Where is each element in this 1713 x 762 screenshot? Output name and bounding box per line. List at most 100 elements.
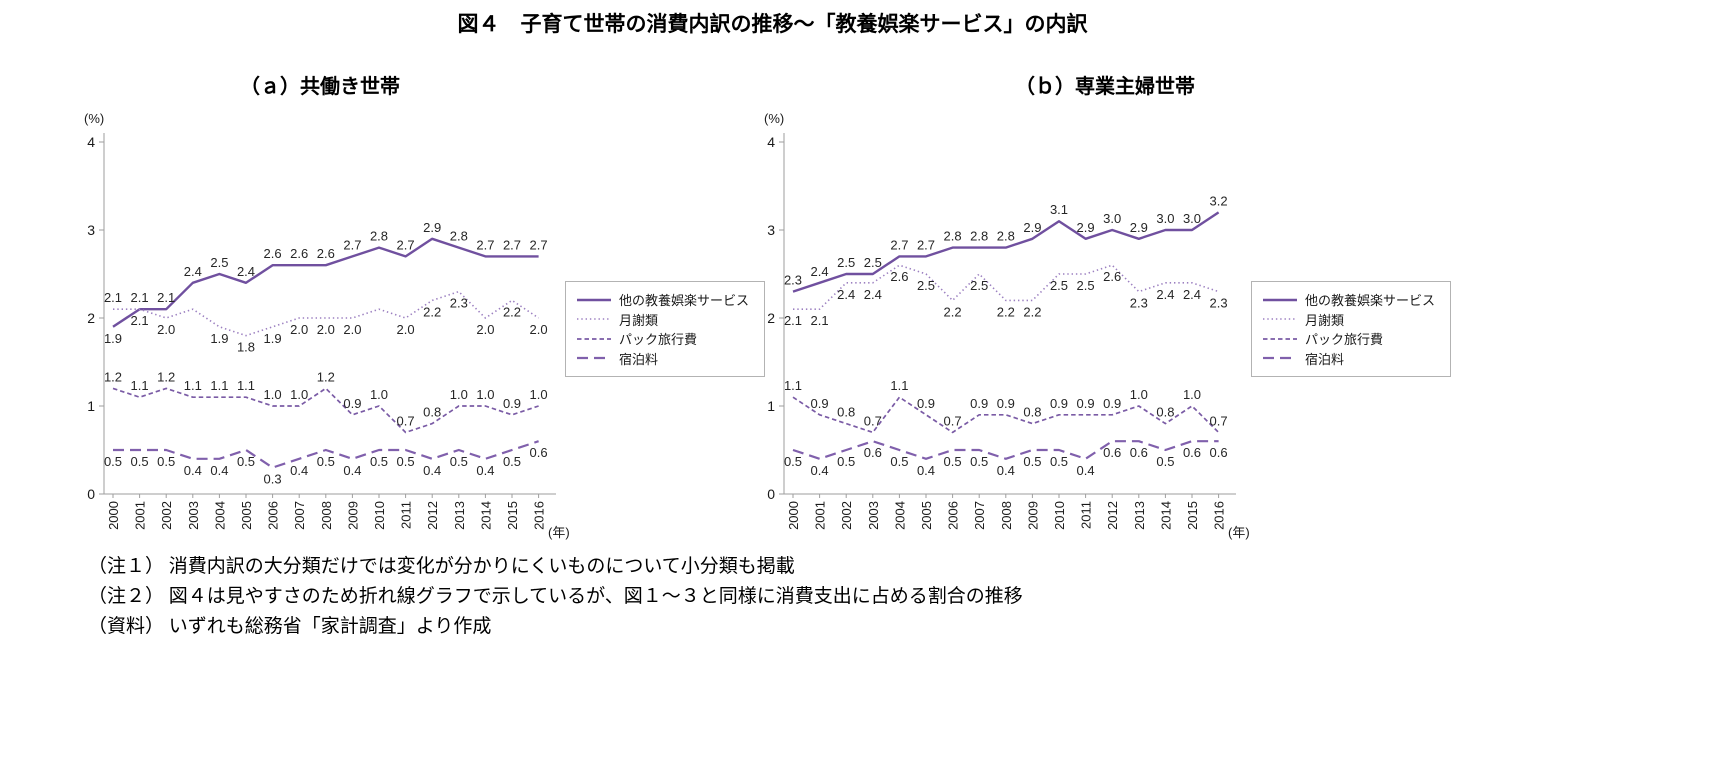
data-label: 2.1 (784, 313, 802, 328)
data-label: 2.2 (503, 304, 521, 319)
legend-label: パック旅行費 (619, 332, 698, 348)
data-label: 0.8 (1156, 405, 1174, 420)
data-label: 2.8 (970, 229, 988, 244)
x-tick-label: 2006 (946, 501, 961, 530)
series-line (792, 211, 1220, 293)
legend-item: 宿泊料 (1262, 349, 1440, 368)
data-label: 0.5 (157, 454, 175, 469)
y-tick-label: 0 (767, 486, 775, 502)
y-tick-label: 3 (87, 222, 95, 238)
data-label: 0.4 (423, 463, 441, 478)
data-label: 1.0 (290, 387, 308, 402)
data-label: 2.4 (184, 264, 202, 279)
x-tick-label: 2012 (1105, 501, 1120, 530)
y-tick-label: 3 (767, 222, 775, 238)
data-label: 0.9 (811, 396, 829, 411)
series-line (792, 440, 1219, 460)
data-label: 0.8 (1023, 405, 1041, 420)
data-label: 2.6 (1103, 269, 1121, 284)
data-label: 2.1 (104, 290, 122, 305)
x-tick-label: 2003 (186, 501, 201, 530)
data-label: 0.5 (370, 454, 388, 469)
data-label: 2.1 (157, 290, 175, 305)
x-tick-label: 2005 (919, 501, 934, 530)
data-label: 2.9 (423, 220, 441, 235)
data-label: 2.6 (317, 246, 335, 261)
data-label: 0.5 (890, 454, 908, 469)
legend-line-sample-icon (577, 318, 611, 321)
data-label: 0.9 (343, 396, 361, 411)
data-label: 0.5 (1050, 454, 1068, 469)
x-tick-label: 2001 (813, 501, 828, 530)
data-label: 2.9 (1077, 220, 1095, 235)
legend-line-sample-icon (577, 357, 611, 360)
data-label: 0.5 (1023, 454, 1041, 469)
x-tick-label: 2004 (892, 501, 907, 530)
legend-item: 他の教養娯楽サービス (576, 290, 754, 309)
data-label: 2.3 (1130, 296, 1148, 311)
data-label: 0.5 (131, 454, 149, 469)
data-label: 2.2 (1023, 304, 1041, 319)
note-line-2: （注２） 図４は見やすさのため折れ線グラフで示しているが、図１～３と同様に消費支… (88, 586, 1023, 607)
data-label: 3.0 (1183, 211, 1201, 226)
data-label: 0.5 (784, 454, 802, 469)
x-tick-label: 2013 (1132, 501, 1147, 530)
x-tick-label: 2016 (532, 501, 547, 530)
data-label: 0.7 (944, 413, 962, 428)
x-tick-label: 2000 (106, 501, 121, 530)
data-label: 0.7 (397, 413, 415, 428)
x-tick-label: 2001 (133, 501, 148, 530)
data-label: 2.4 (1156, 287, 1174, 302)
x-tick-label: 2003 (866, 501, 881, 530)
data-label: 2.5 (837, 255, 855, 270)
data-label: 2.8 (450, 229, 468, 244)
data-label: 2.0 (317, 322, 335, 337)
data-label: 0.9 (970, 396, 988, 411)
data-label: 2.8 (997, 229, 1015, 244)
data-label: 2.5 (864, 255, 882, 270)
x-tick-label: 2015 (505, 501, 520, 530)
series-line (793, 264, 1219, 310)
data-label: 0.4 (210, 463, 228, 478)
y-tick-label: 2 (767, 310, 775, 326)
x-tick-label: 2014 (478, 501, 493, 530)
data-label: 0.6 (1103, 445, 1121, 460)
legend-line-sample-icon (577, 337, 611, 340)
legend-line-sample-icon (1263, 318, 1297, 321)
data-label: 1.9 (264, 331, 282, 346)
data-label: 2.5 (970, 278, 988, 293)
x-tick-label: 2008 (999, 501, 1014, 530)
legend-label: 月謝類 (1305, 312, 1345, 328)
data-label: 0.6 (1183, 445, 1201, 460)
x-tick-label: 2016 (1212, 501, 1227, 530)
x-tick-label: 2002 (839, 501, 854, 530)
data-label: 1.9 (104, 331, 122, 346)
data-label: 0.9 (503, 396, 521, 411)
x-tick-label: 2011 (399, 501, 414, 529)
data-label: 2.0 (157, 322, 175, 337)
data-label: 0.5 (503, 454, 521, 469)
data-label: 2.8 (944, 229, 962, 244)
data-label: 1.2 (104, 369, 122, 384)
data-label: 0.9 (1103, 396, 1121, 411)
series-line (113, 440, 539, 469)
data-label: 2.7 (343, 237, 361, 252)
data-label: 1.1 (184, 378, 202, 393)
data-label: 1.0 (264, 387, 282, 402)
x-tick-label: 2013 (452, 501, 467, 530)
x-tick-label: 2010 (1052, 501, 1067, 530)
data-label: 0.5 (317, 454, 335, 469)
data-label: 3.0 (1103, 211, 1121, 226)
legend-label: 宿泊料 (619, 351, 659, 367)
data-label: 2.1 (811, 313, 829, 328)
data-label: 2.4 (237, 264, 255, 279)
data-label: 1.0 (450, 387, 468, 402)
data-label: 2.3 (450, 296, 468, 311)
data-label: 1.2 (317, 369, 335, 384)
x-tick-label: 2014 (1158, 501, 1173, 530)
data-label: 0.9 (997, 396, 1015, 411)
data-label: 0.7 (864, 413, 882, 428)
y-tick-label: 1 (767, 398, 775, 414)
data-label: 2.1 (131, 290, 149, 305)
data-label: 2.2 (423, 304, 441, 319)
